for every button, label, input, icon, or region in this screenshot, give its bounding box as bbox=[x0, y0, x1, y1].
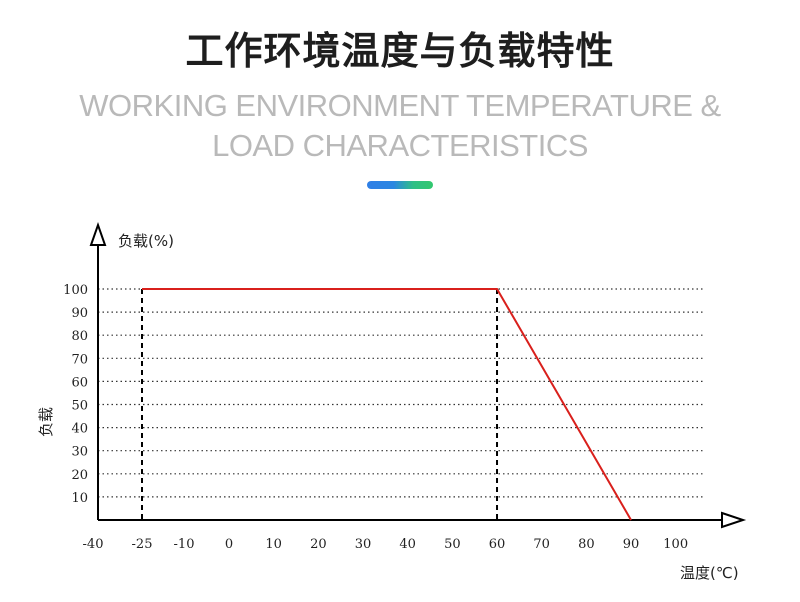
y-tick-label: 90 bbox=[71, 306, 88, 321]
x-tick-label: -25 bbox=[132, 537, 153, 552]
page-subtitle: WORKING ENVIRONMENT TEMPERATURE & LOAD C… bbox=[0, 86, 800, 166]
y-tick-label: 40 bbox=[71, 422, 88, 437]
y-tick-labels: 10 20 30 40 50 60 70 80 90 100 bbox=[63, 283, 88, 506]
x-tick-label: 70 bbox=[533, 537, 550, 552]
x-axis-title: 温度(℃) bbox=[680, 564, 739, 582]
x-tick-label: 20 bbox=[310, 537, 327, 552]
y-tick-label: 80 bbox=[71, 329, 88, 344]
y-tick-label: 10 bbox=[71, 491, 88, 506]
y-tick-label: 60 bbox=[71, 375, 88, 390]
accent-divider bbox=[367, 181, 433, 189]
x-tick-label: 50 bbox=[444, 537, 461, 552]
grid-lines bbox=[98, 288, 705, 498]
y-tick-label: 30 bbox=[71, 445, 88, 460]
y-tick-label: 100 bbox=[63, 283, 88, 298]
x-tick-label: 40 bbox=[399, 537, 416, 552]
y-tick-label: 20 bbox=[71, 468, 88, 483]
x-tick-label: -10 bbox=[174, 537, 195, 552]
y-axis-arrow-icon bbox=[89, 221, 107, 246]
vertical-markers bbox=[141, 289, 499, 520]
y-side-label: 负载 bbox=[37, 407, 55, 437]
x-tick-label: -40 bbox=[83, 537, 104, 552]
subtitle-line-1: WORKING ENVIRONMENT TEMPERATURE & bbox=[79, 88, 721, 123]
subtitle-line-2: LOAD CHARACTERISTICS bbox=[212, 128, 588, 163]
x-tick-label: 90 bbox=[623, 537, 640, 552]
y-tick-label: 70 bbox=[71, 352, 88, 367]
x-tick-label: 0 bbox=[225, 537, 233, 552]
x-axis-arrow-icon bbox=[721, 511, 747, 529]
x-tick-label: 60 bbox=[489, 537, 506, 552]
axes bbox=[89, 221, 747, 529]
x-tick-labels: -40 -25 -10 0 10 20 30 40 50 60 70 80 90 100 bbox=[83, 537, 689, 552]
y-axis-title: 负载(%) bbox=[118, 232, 174, 250]
x-tick-label: 10 bbox=[265, 537, 282, 552]
x-tick-label: 100 bbox=[663, 537, 688, 552]
page-title: 工作环境温度与负载特性 bbox=[185, 29, 615, 73]
x-tick-label: 30 bbox=[355, 537, 372, 552]
series bbox=[141, 288, 632, 521]
x-tick-label: 80 bbox=[578, 537, 595, 552]
y-tick-label: 50 bbox=[71, 399, 88, 414]
